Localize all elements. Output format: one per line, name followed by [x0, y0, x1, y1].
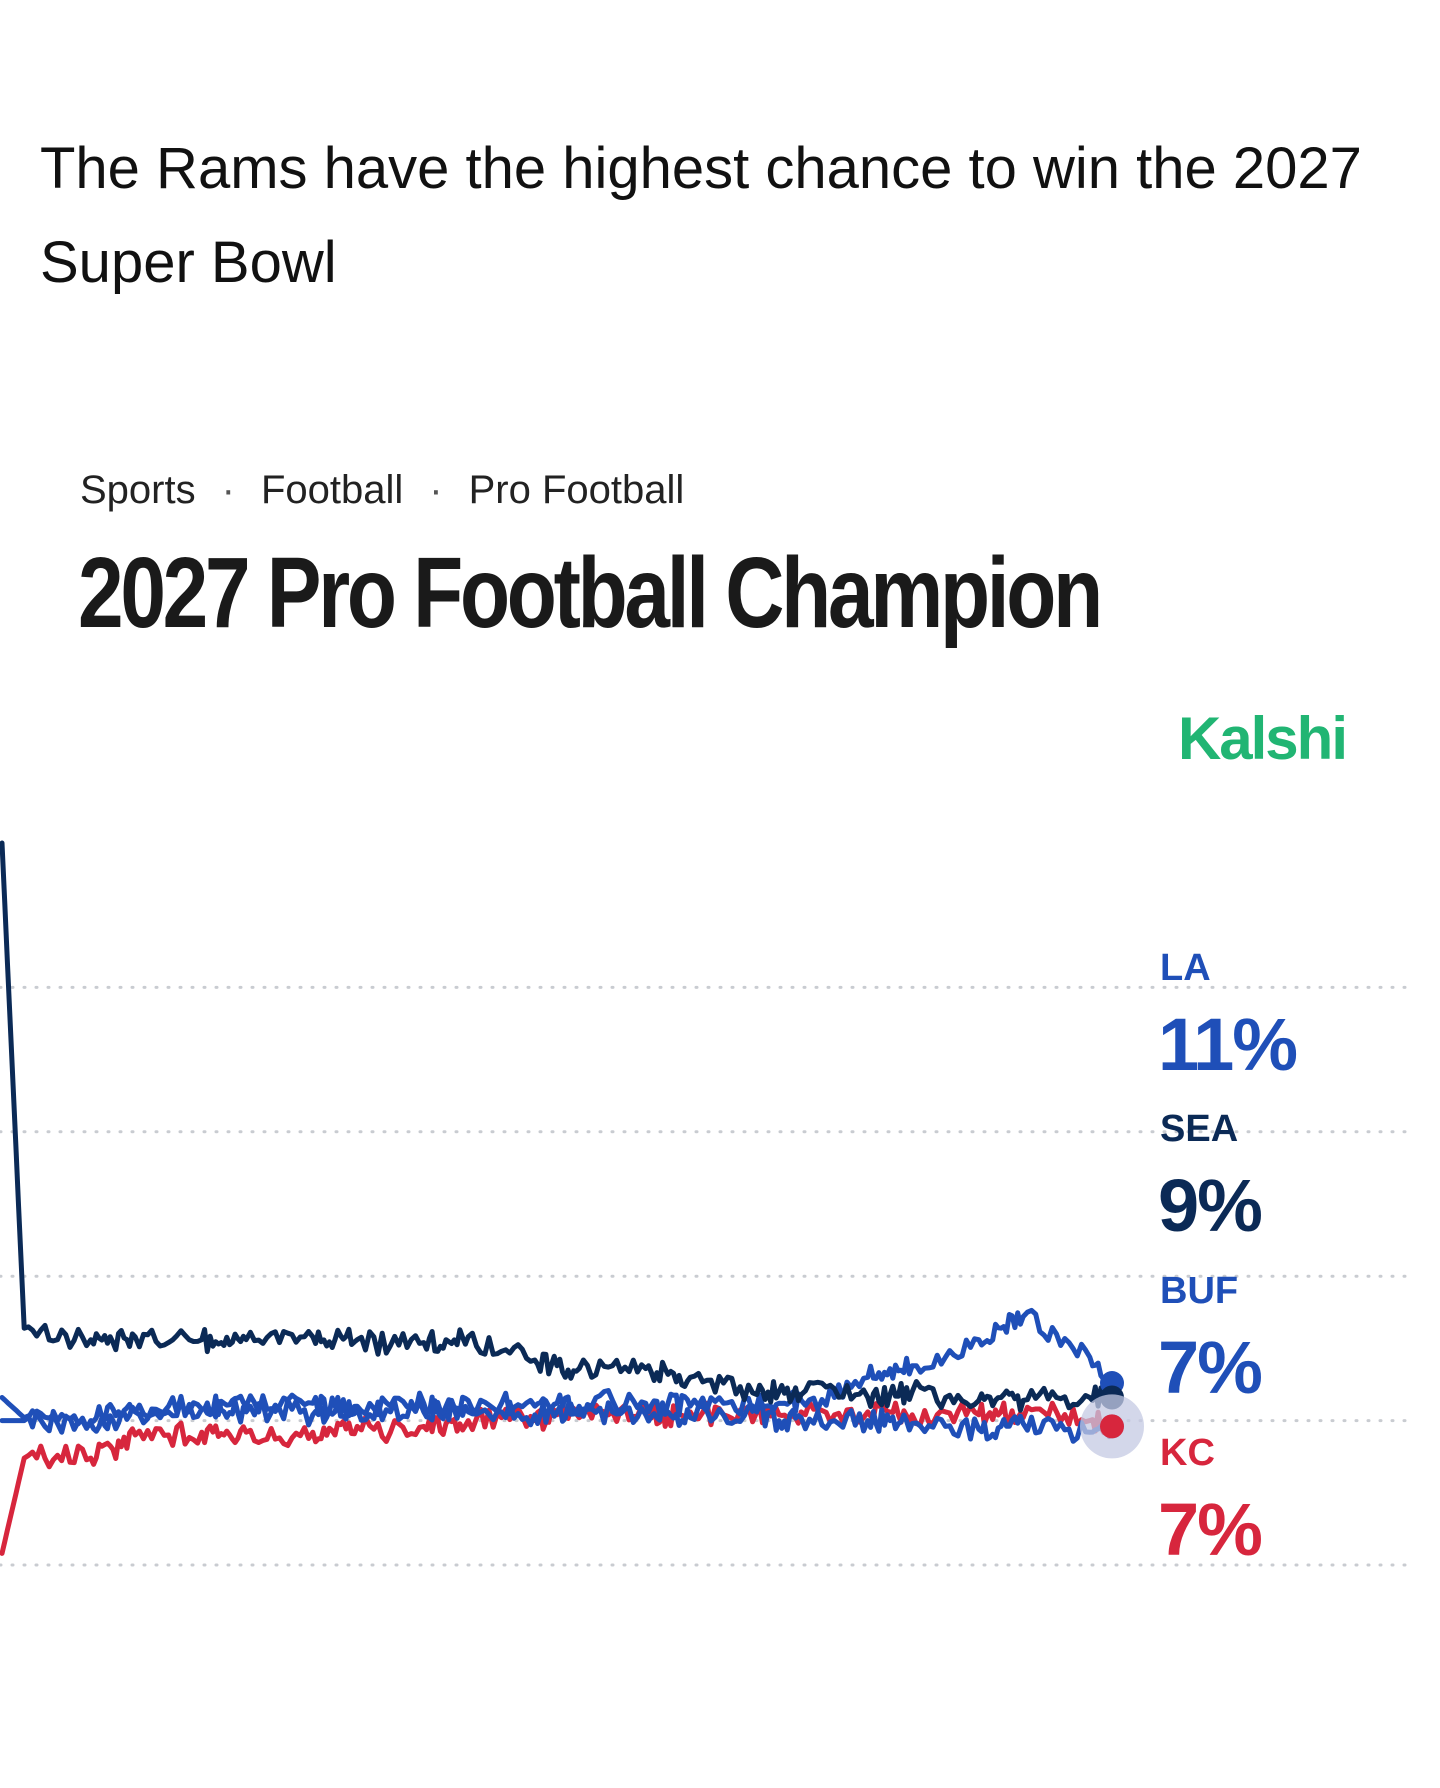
team-probability-label: 9%: [1158, 1164, 1261, 1247]
series-line-la: [0, 1307, 1115, 1434]
kalshi-logo: Kalshi: [1177, 705, 1348, 772]
legend-labels: LA 11% SEA 9% BUF 7% KC 7%: [1158, 947, 1298, 1571]
team-probability-label: 7%: [1158, 1488, 1261, 1571]
breadcrumb-football[interactable]: Football: [260, 468, 404, 512]
breadcrumb-pro-football[interactable]: Pro Football: [468, 468, 685, 512]
breadcrumb-sports[interactable]: Sports: [80, 468, 196, 512]
team-probability-label: 11%: [1158, 1003, 1296, 1086]
gridlines: [0, 985, 1414, 1567]
breadcrumb-separator: ·: [221, 468, 235, 512]
team-code-label: SEA: [1160, 1108, 1238, 1150]
team-code-label: BUF: [1160, 1270, 1238, 1312]
endpoint-marker-kc: [1100, 1414, 1124, 1439]
series-lines: [0, 840, 1115, 1556]
headline: The Rams have the highest chance to win …: [40, 136, 1362, 295]
team-code-label: KC: [1160, 1432, 1215, 1474]
breadcrumb-separator: ·: [429, 468, 443, 512]
endpoint-markers: [1080, 1371, 1144, 1459]
market-card[interactable]: Sports · Football · Pro Football 2027 Pr…: [0, 440, 1440, 1640]
market-title: 2027 Pro Football Champion: [78, 537, 1103, 649]
breadcrumb: Sports · Football · Pro Football: [80, 468, 684, 513]
team-code-label: LA: [1160, 947, 1211, 989]
series-line-sea: [0, 840, 1115, 1413]
team-probability-label: 7%: [1158, 1326, 1261, 1409]
